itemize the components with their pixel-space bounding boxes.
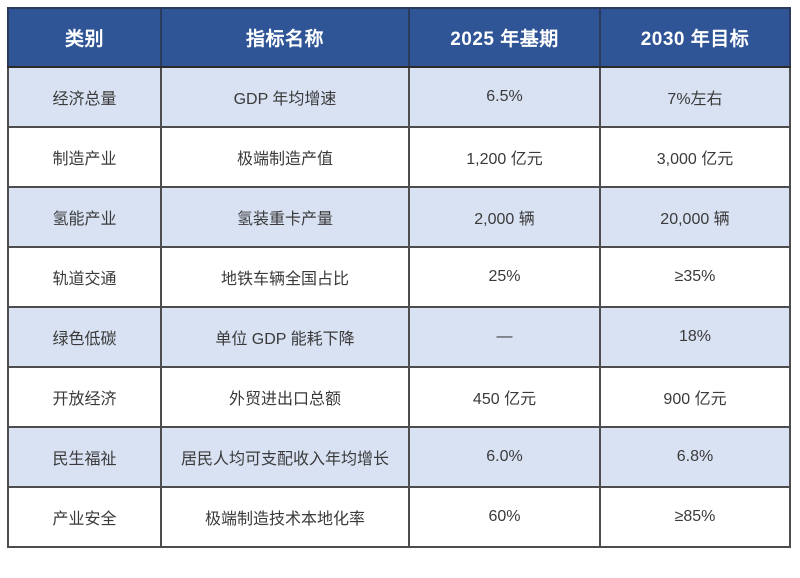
table-row: 经济总量 GDP 年均增速 6.5% 7%左右 (7, 66, 791, 128)
cell-category: 开放经济 (7, 366, 162, 428)
cell-target: ≥85% (599, 486, 791, 548)
cell-indicator: GDP 年均增速 (160, 66, 410, 128)
cell-category: 绿色低碳 (7, 306, 162, 368)
col-header-category: 类别 (7, 7, 162, 68)
cell-target: 7%左右 (599, 66, 791, 128)
cell-base: 25% (408, 246, 601, 308)
cell-indicator: 居民人均可支配收入年均增长 (160, 426, 410, 488)
kpi-table-wrapper: 类别 指标名称 2025 年基期 2030 年目标 经济总量 GDP 年均增速 … (7, 7, 791, 548)
cell-base: 450 亿元 (408, 366, 601, 428)
table-row: 开放经济 外贸进出口总额 450 亿元 900 亿元 (7, 366, 791, 428)
cell-target: 20,000 辆 (599, 186, 791, 248)
cell-target: 18% (599, 306, 791, 368)
cell-target: ≥35% (599, 246, 791, 308)
cell-base: 60% (408, 486, 601, 548)
cell-indicator: 地铁车辆全国占比 (160, 246, 410, 308)
table-row: 产业安全 极端制造技术本地化率 60% ≥85% (7, 486, 791, 548)
cell-target: 6.8% (599, 426, 791, 488)
cell-category: 经济总量 (7, 66, 162, 128)
col-header-indicator: 指标名称 (160, 7, 410, 68)
cell-base: 6.5% (408, 66, 601, 128)
cell-target: 900 亿元 (599, 366, 791, 428)
cell-category: 制造产业 (7, 126, 162, 188)
col-header-target-2030: 2030 年目标 (599, 7, 791, 68)
cell-indicator: 单位 GDP 能耗下降 (160, 306, 410, 368)
cell-indicator: 极端制造技术本地化率 (160, 486, 410, 548)
table-row: 轨道交通 地铁车辆全国占比 25% ≥35% (7, 246, 791, 308)
cell-base: 1,200 亿元 (408, 126, 601, 188)
cell-indicator: 外贸进出口总额 (160, 366, 410, 428)
kpi-table: 类别 指标名称 2025 年基期 2030 年目标 经济总量 GDP 年均增速 … (7, 7, 791, 548)
cell-category: 氢能产业 (7, 186, 162, 248)
cell-base: — (408, 306, 601, 368)
cell-base: 6.0% (408, 426, 601, 488)
cell-indicator: 氢装重卡产量 (160, 186, 410, 248)
table-row: 民生福祉 居民人均可支配收入年均增长 6.0% 6.8% (7, 426, 791, 488)
col-header-base-2025: 2025 年基期 (408, 7, 601, 68)
cell-target: 3,000 亿元 (599, 126, 791, 188)
cell-base: 2,000 辆 (408, 186, 601, 248)
table-row: 制造产业 极端制造产值 1,200 亿元 3,000 亿元 (7, 126, 791, 188)
table-row: 绿色低碳 单位 GDP 能耗下降 — 18% (7, 306, 791, 368)
cell-category: 产业安全 (7, 486, 162, 548)
cell-indicator: 极端制造产值 (160, 126, 410, 188)
cell-category: 轨道交通 (7, 246, 162, 308)
header-row: 类别 指标名称 2025 年基期 2030 年目标 (7, 7, 791, 68)
table-row: 氢能产业 氢装重卡产量 2,000 辆 20,000 辆 (7, 186, 791, 248)
cell-category: 民生福祉 (7, 426, 162, 488)
